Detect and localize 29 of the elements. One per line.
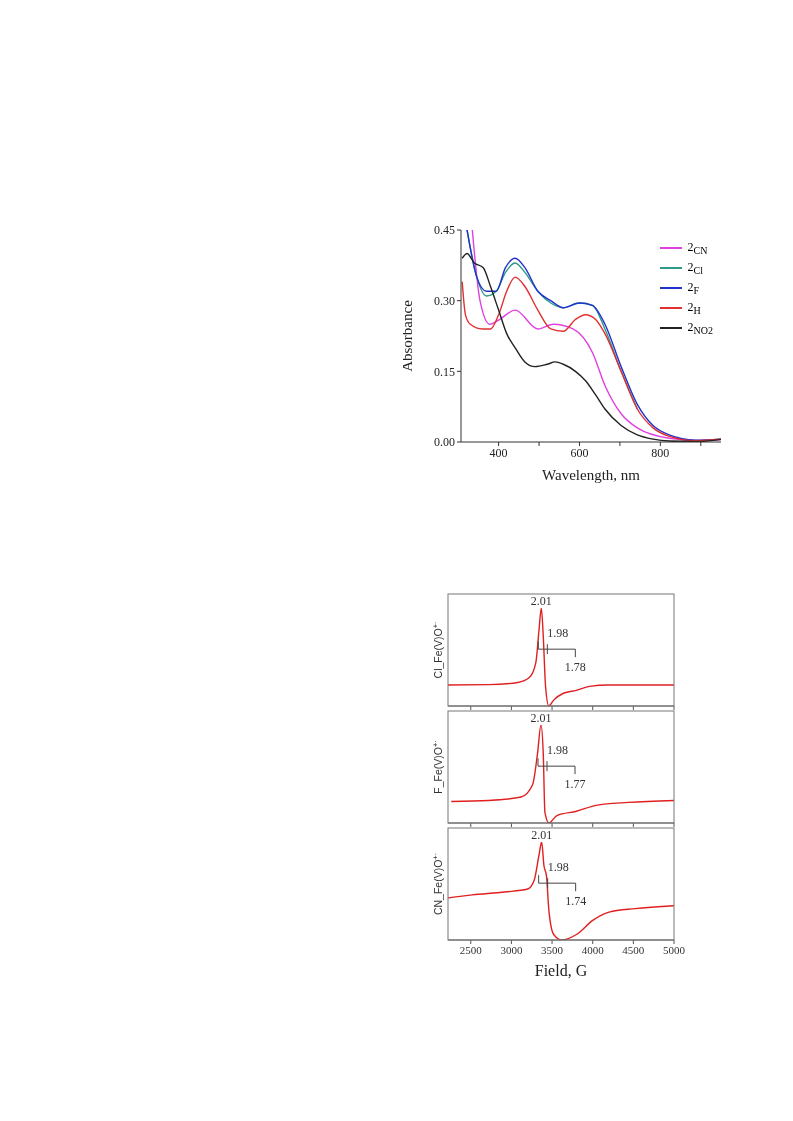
y-tick-label: 0.30 [434, 293, 455, 308]
annotation: 1.98 [547, 860, 569, 875]
x-tick-label: 4500 [622, 943, 645, 956]
legend-label: 2$_{F}$ [687, 279, 700, 297]
annotation: 1.98 [547, 743, 568, 758]
x-tick-label: 2500 [459, 943, 483, 956]
x-tick-label: 5000 [663, 943, 686, 956]
legend-label: 2$_{Cl}$ [687, 259, 703, 277]
x-axis-title: Wavelength, nm [541, 467, 641, 484]
y-tick-label: 0.00 [434, 435, 455, 450]
annotation: 1.78 [564, 660, 586, 675]
legend-label: 2$_{H}$ [687, 299, 701, 317]
x-tick-label: 600 [570, 445, 589, 460]
legend-label: 2$_{NO2}$ [687, 319, 713, 337]
annotation: 2.01 [530, 711, 552, 725]
x-tick-label: 3000 [500, 943, 523, 956]
legend-label: 2$_{CN}$ [687, 239, 708, 257]
annotation: 1.98 [547, 626, 569, 641]
x-axis-title: Field, G [533, 962, 589, 980]
x-tick-label: 4000 [581, 943, 605, 956]
annotation: 1.77 [564, 777, 586, 792]
annotation: 1.74 [565, 894, 587, 909]
annotation: 2.01 [530, 594, 552, 608]
y-tick-label: 0.45 [434, 223, 455, 238]
x-tick-label: 400 [489, 445, 508, 460]
y-tick-label: 0.15 [434, 364, 455, 379]
x-tick-label: 3500 [541, 943, 564, 956]
annotation: 2.01 [531, 828, 553, 842]
x-tick-label: 800 [651, 445, 670, 460]
